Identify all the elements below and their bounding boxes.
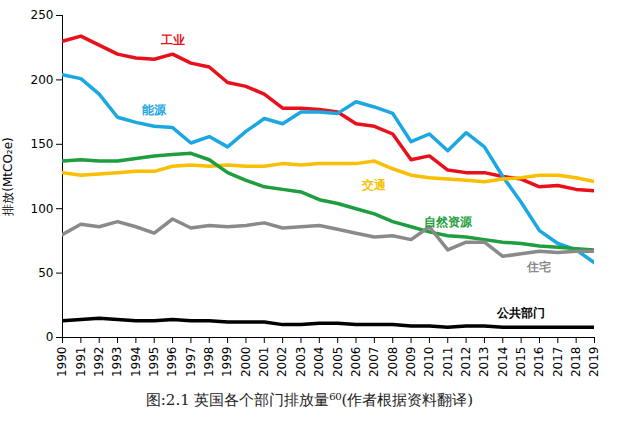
svg-text:2002: 2002 xyxy=(275,347,289,378)
svg-text:2005: 2005 xyxy=(331,347,345,378)
svg-text:自然资源: 自然资源 xyxy=(424,215,473,229)
svg-text:2003: 2003 xyxy=(294,347,308,378)
svg-text:2010: 2010 xyxy=(422,347,436,378)
svg-text:100: 100 xyxy=(31,202,54,216)
svg-text:公共部门: 公共部门 xyxy=(496,306,545,320)
svg-text:2018: 2018 xyxy=(569,347,583,378)
svg-text:1997: 1997 xyxy=(184,347,198,378)
svg-text:1998: 1998 xyxy=(202,347,216,378)
svg-text:2017: 2017 xyxy=(551,347,565,378)
svg-text:2007: 2007 xyxy=(367,347,381,378)
svg-text:1999: 1999 xyxy=(220,347,234,378)
svg-text:2009: 2009 xyxy=(404,347,418,378)
svg-text:1993: 1993 xyxy=(110,347,124,378)
svg-text:住宅: 住宅 xyxy=(526,260,551,274)
svg-text:2016: 2016 xyxy=(532,347,546,378)
html-text:图:2.1 英国各个部门排放量⁶⁰(作者根据资料翻译): 图:2.1 英国各个部门排放量⁶⁰(作者根据资料翻译) xyxy=(145,391,474,409)
svg-text:2004: 2004 xyxy=(312,347,326,378)
svg-text:2011: 2011 xyxy=(441,347,455,378)
svg-text:2015: 2015 xyxy=(514,347,528,378)
svg-text:2006: 2006 xyxy=(349,347,363,378)
svg-text:1995: 1995 xyxy=(147,347,161,378)
svg-text:1990: 1990 xyxy=(55,347,69,378)
svg-text:150: 150 xyxy=(31,137,54,151)
svg-text:2013: 2013 xyxy=(477,347,491,378)
svg-text:2019: 2019 xyxy=(587,347,601,378)
svg-text:2014: 2014 xyxy=(496,347,510,378)
svg-text:2012: 2012 xyxy=(459,347,473,378)
svg-text:0: 0 xyxy=(46,330,54,344)
svg-text:2000: 2000 xyxy=(239,347,253,378)
svg-text:排放(MtCO₂e): 排放(MtCO₂e) xyxy=(1,137,15,215)
svg-text:200: 200 xyxy=(31,73,54,87)
svg-text:250: 250 xyxy=(31,8,54,22)
svg-text:能源: 能源 xyxy=(142,103,167,117)
svg-text:1994: 1994 xyxy=(129,347,143,378)
svg-text:2008: 2008 xyxy=(386,347,400,378)
svg-text:1996: 1996 xyxy=(165,347,179,378)
svg-text:交通: 交通 xyxy=(361,178,387,192)
svg-text:2001: 2001 xyxy=(257,347,271,378)
svg-text:50: 50 xyxy=(38,266,53,280)
svg-text:工业: 工业 xyxy=(160,33,185,47)
svg-text:1991: 1991 xyxy=(74,347,88,378)
svg-text:1992: 1992 xyxy=(92,347,106,378)
